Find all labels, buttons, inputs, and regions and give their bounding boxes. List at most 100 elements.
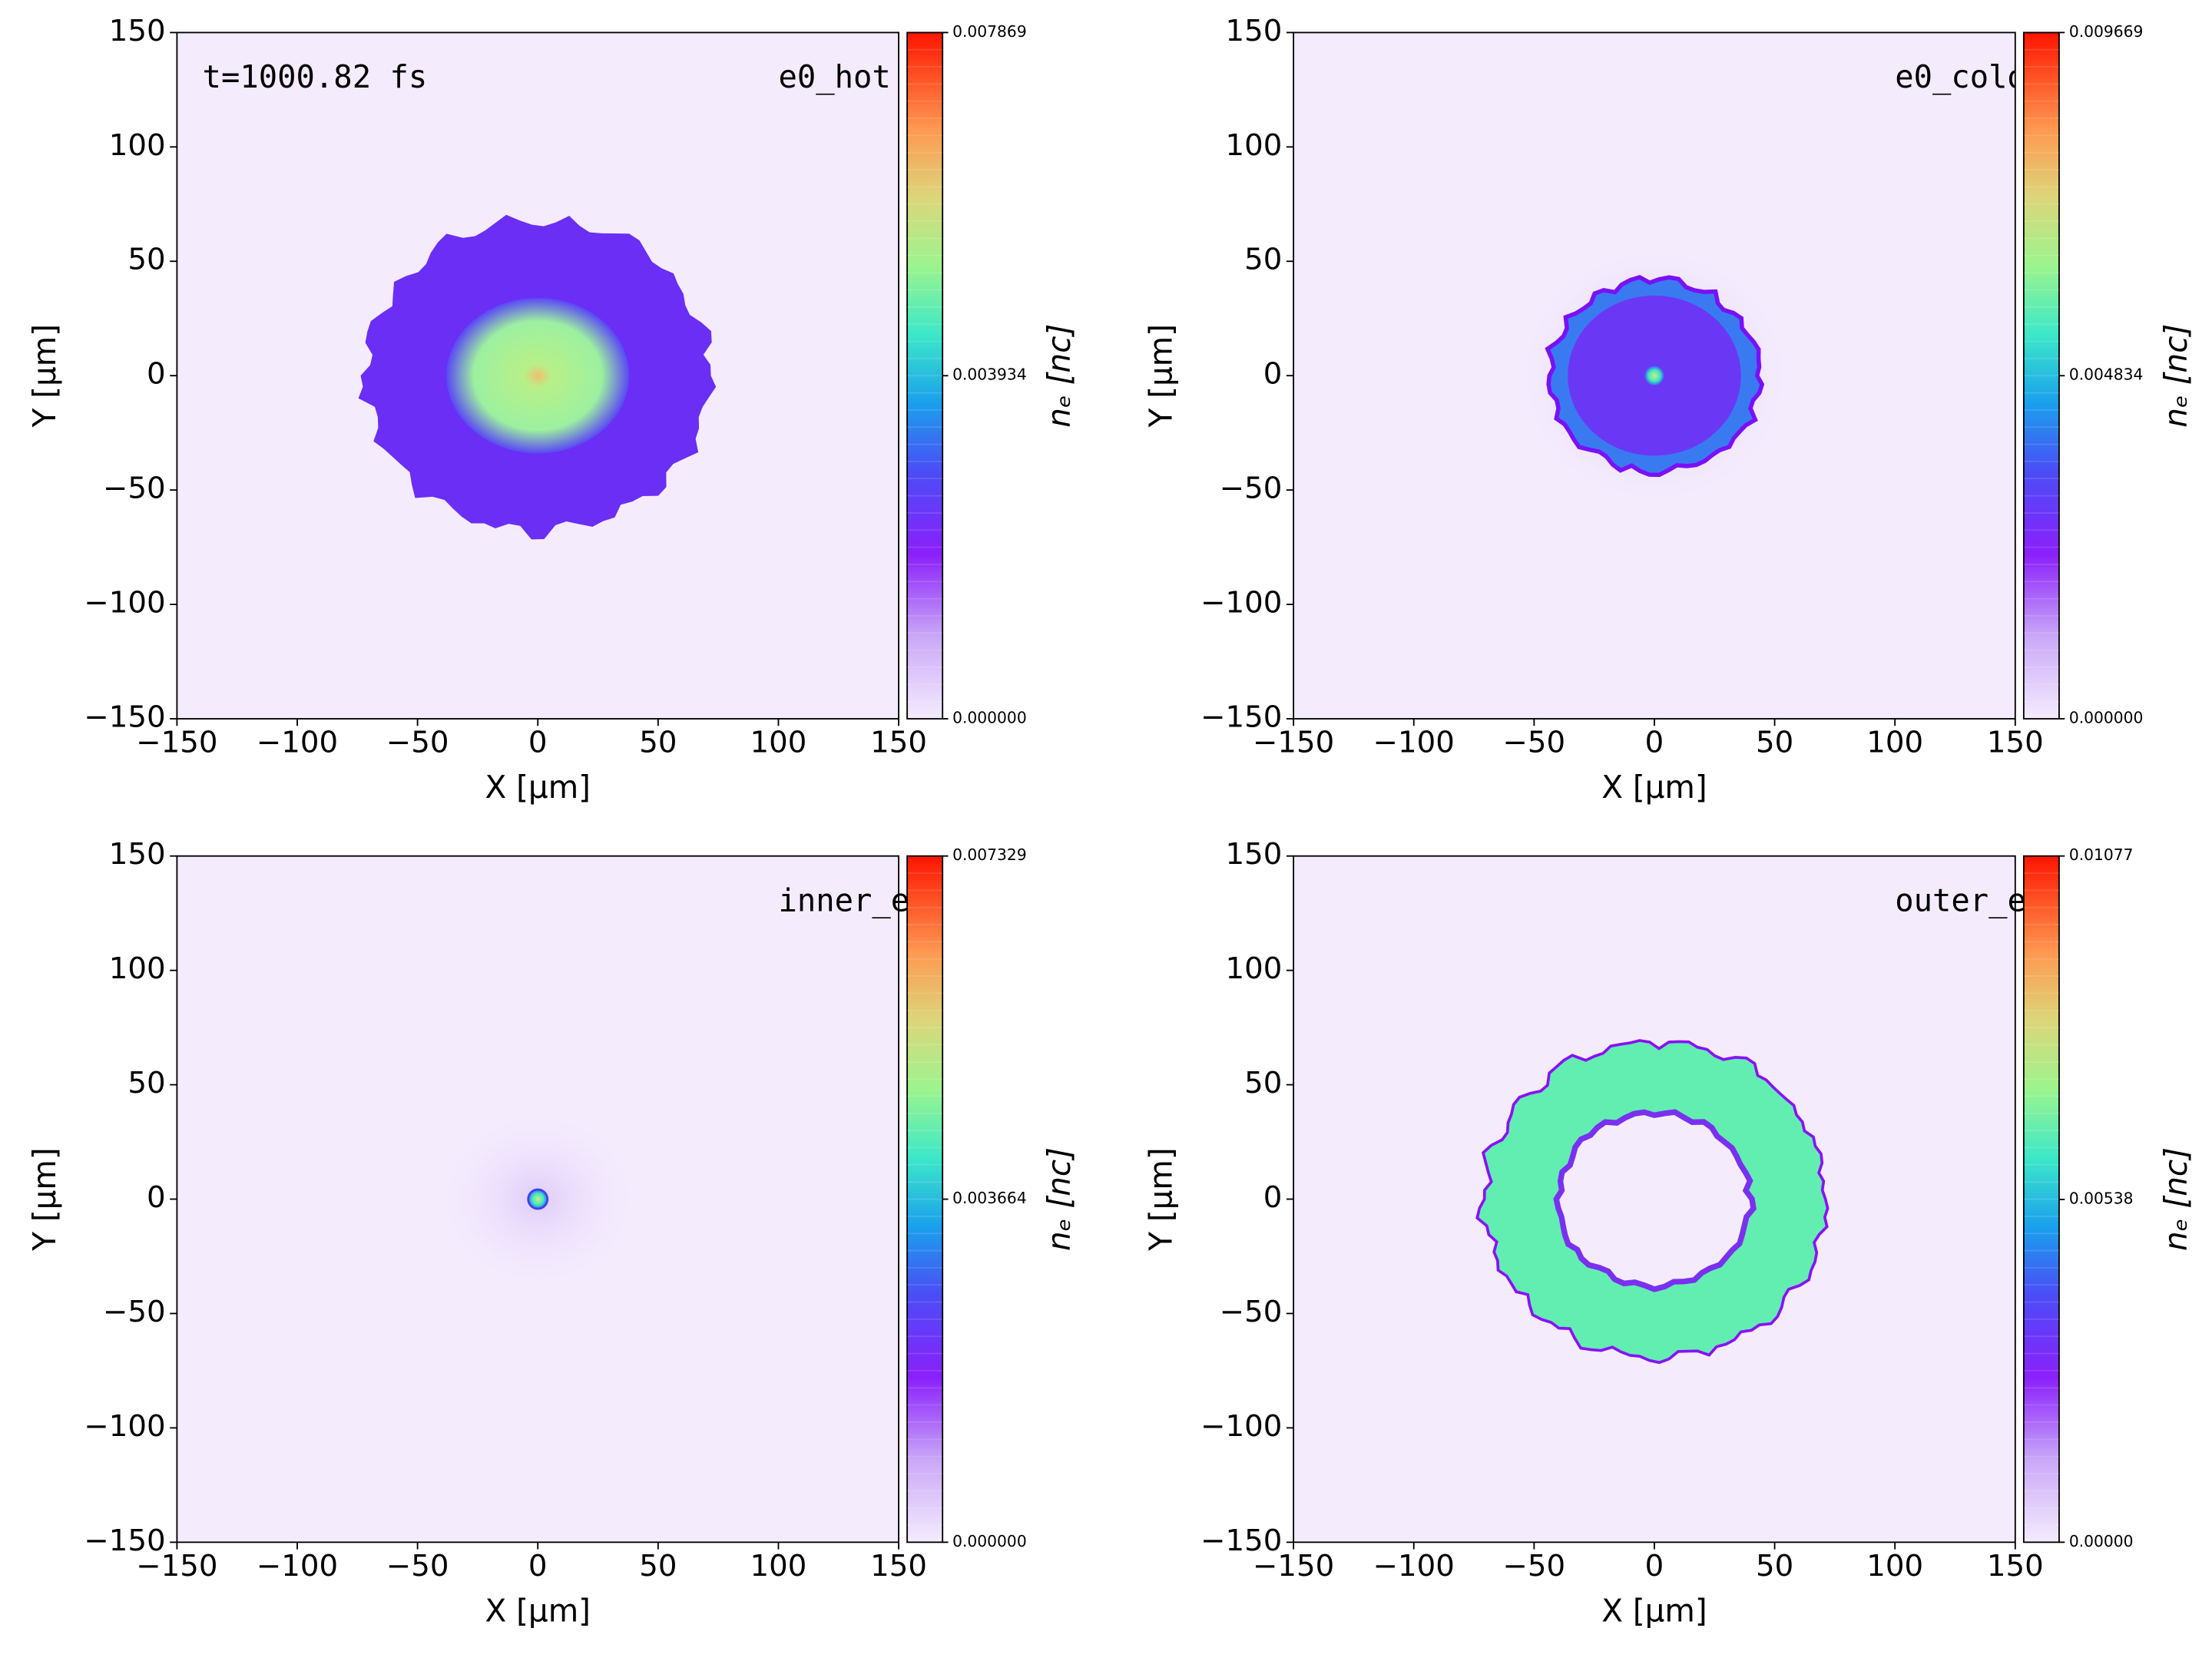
y-tick-label: 100 — [1226, 951, 1283, 986]
y-tick-label: 150 — [109, 14, 166, 48]
heatmap: e0_cold — [1293, 32, 2026, 719]
density-core — [446, 297, 630, 454]
colorbar-tick-label: 0.003934 — [952, 366, 1027, 384]
x-tick-label: 150 — [870, 1549, 927, 1583]
x-tick-label: 50 — [639, 1549, 677, 1583]
colorbar-label: nₑ [nc] — [1041, 324, 1078, 428]
x-tick-label: 0 — [1645, 1549, 1664, 1583]
x-tick-label: 150 — [1987, 726, 2044, 760]
x-tick-label: −150 — [136, 726, 217, 760]
x-axis-label: X [μm] — [485, 769, 591, 806]
colorbar-label: nₑ [nc] — [1041, 1147, 1078, 1251]
x-tick-label: −100 — [1373, 1549, 1455, 1583]
y-tick-label: 100 — [109, 128, 166, 163]
colorbar-tick-label: 0.007869 — [952, 22, 1027, 41]
y-tick-label: −150 — [1200, 1524, 1282, 1558]
x-tick-label: 150 — [1987, 1549, 2044, 1583]
x-tick-label: −100 — [1373, 726, 1455, 760]
x-axis-label: X [μm] — [1601, 769, 1707, 806]
y-tick-label: −150 — [1200, 700, 1282, 734]
annotation: inner_e0 — [778, 882, 928, 919]
density-core — [527, 1188, 549, 1210]
colorbar-tick-label: 0.00538 — [2069, 1189, 2134, 1207]
y-tick-label: 100 — [1226, 128, 1283, 163]
x-axis-label: X [μm] — [1601, 1593, 1707, 1630]
colorbar — [2022, 855, 2060, 1544]
y-tick-label: −50 — [103, 472, 166, 506]
heatmap — [177, 855, 899, 1543]
x-tick-label: −150 — [136, 1549, 217, 1583]
y-tick-label: −50 — [1220, 1295, 1283, 1329]
annotation: e0_hot — [778, 58, 890, 95]
y-tick-label: 150 — [109, 837, 166, 872]
x-tick-label: 100 — [750, 1549, 807, 1583]
colorbar-tick-label: 0.01077 — [2069, 845, 2134, 864]
heatmap: t=1000.82 fs e0_hot — [177, 32, 899, 719]
colorbar-tick-label: 0.000000 — [952, 708, 1027, 726]
y-tick-label: 150 — [1226, 14, 1283, 48]
x-tick-label: −50 — [386, 726, 449, 760]
x-tick-label: 150 — [870, 726, 927, 760]
y-tick-label: −50 — [103, 1295, 166, 1329]
y-tick-label: 150 — [1226, 837, 1283, 872]
colorbar-tick-label: 0.003664 — [952, 1189, 1027, 1207]
colorbar — [906, 31, 944, 720]
x-tick-label: 0 — [1645, 726, 1664, 760]
y-tick-label: 50 — [127, 1066, 165, 1100]
y-tick-label: 0 — [147, 357, 166, 392]
y-tick-label: 0 — [147, 1180, 166, 1215]
y-tick-label: 50 — [1244, 243, 1282, 277]
y-axis-label: Y [μm] — [1143, 324, 1180, 428]
y-tick-label: −150 — [84, 700, 165, 734]
x-tick-label: −100 — [257, 726, 338, 760]
colorbar-tick-label: 0.00000 — [2069, 1532, 2134, 1550]
colorbar — [2022, 31, 2060, 720]
y-tick-label: −100 — [1200, 1409, 1282, 1444]
annotation: outer_e1 — [1895, 882, 2045, 919]
annotation: t=1000.82 fs — [203, 58, 428, 95]
colorbar-label: nₑ [nc] — [2157, 324, 2194, 428]
y-tick-label: 100 — [109, 951, 166, 986]
x-tick-label: 100 — [1866, 726, 1923, 760]
y-tick-label: −50 — [1220, 472, 1283, 506]
y-axis-label: Y [μm] — [26, 324, 63, 428]
y-tick-label: −100 — [1200, 586, 1282, 620]
y-tick-label: −150 — [84, 1524, 165, 1558]
panel: inner_e0 −150 −100 −50 0 50 100 150 −150 −100 −50 0… — [26, 837, 1078, 1629]
ring-hole — [1553, 1109, 1757, 1292]
x-tick-label: 0 — [528, 726, 548, 760]
x-axis-label: X [μm] — [485, 1593, 591, 1630]
y-tick-label: 50 — [127, 243, 165, 277]
y-axis-label: Y [μm] — [1143, 1147, 1180, 1252]
colorbar-tick-label: 0.000000 — [2069, 708, 2144, 726]
annotation: e0_cold — [1895, 58, 2026, 95]
colorbar-tick-label: 0.007329 — [952, 845, 1027, 864]
y-tick-label: 50 — [1244, 1066, 1282, 1100]
y-tick-label: −100 — [84, 1409, 165, 1444]
x-tick-label: −100 — [257, 1549, 338, 1583]
colorbar-tick-label: 0.000000 — [952, 1532, 1027, 1550]
colorbar — [906, 855, 944, 1544]
x-tick-label: −50 — [386, 1549, 449, 1583]
panel: outer_e1 −150 −100 −50 0 50 100 150 −150 −100 −50 0… — [1143, 837, 2194, 1629]
panel: e0_cold −150 −100 −50 0 50 100 150 −150 −100 −50 0 5… — [1143, 14, 2194, 806]
x-tick-label: 100 — [750, 726, 807, 760]
x-tick-label: −50 — [1503, 726, 1566, 760]
x-tick-label: −150 — [1253, 1549, 1334, 1583]
heatmap — [1293, 855, 2015, 1543]
y-axis-label: Y [μm] — [26, 1147, 63, 1252]
x-tick-label: 100 — [1866, 1549, 1923, 1583]
x-tick-label: 50 — [1756, 726, 1793, 760]
y-tick-label: −100 — [84, 586, 165, 620]
x-tick-label: 0 — [528, 1549, 548, 1583]
colorbar-tick-label: 0.004834 — [2069, 366, 2144, 384]
y-tick-label: 0 — [1263, 1180, 1283, 1215]
colorbar-tick-label: 0.009669 — [2069, 22, 2144, 41]
y-tick-label: 0 — [1263, 357, 1283, 392]
x-tick-label: −50 — [1503, 1549, 1566, 1583]
x-tick-label: −150 — [1253, 726, 1334, 760]
panel: t=1000.82 fs e0_hot −150 −100 −50 0 50 100 150 −1… — [26, 14, 1078, 806]
colorbar-label: nₑ [nc] — [2157, 1147, 2194, 1251]
x-tick-label: 50 — [1756, 1549, 1793, 1583]
